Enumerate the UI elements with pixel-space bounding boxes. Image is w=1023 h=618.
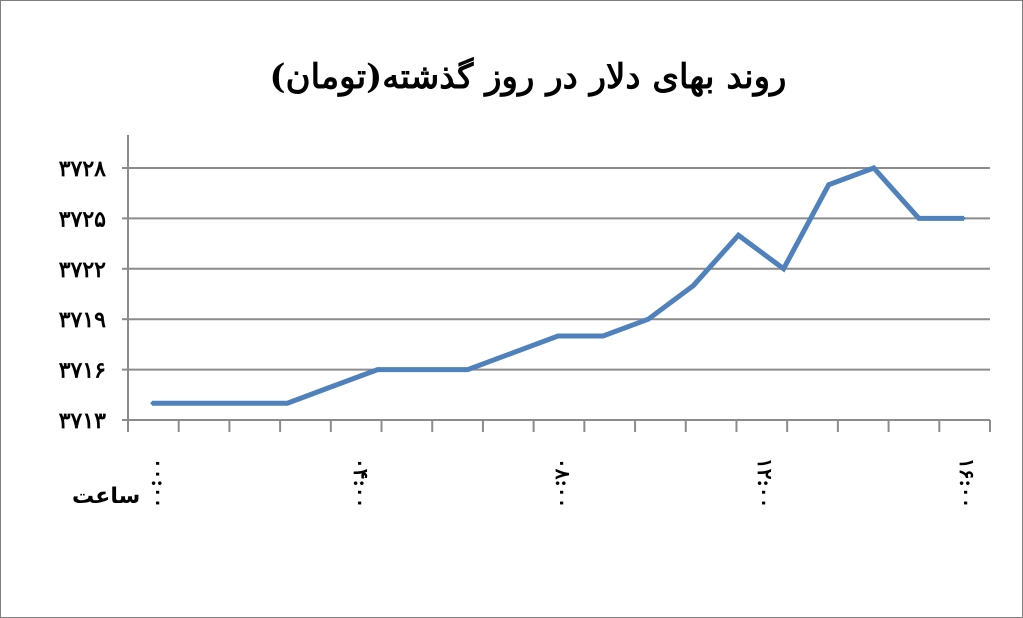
data-point — [601, 334, 605, 338]
data-point — [240, 401, 244, 405]
data-point — [917, 216, 921, 220]
y-tick-label: ۳۷۱۶ — [59, 358, 106, 384]
y-tick-label: ۳۷۲۸ — [59, 156, 106, 182]
data-point — [646, 317, 650, 321]
data-point — [782, 267, 786, 271]
y-tick-label: ۳۷۱۳ — [59, 408, 106, 434]
y-tick-labels: ۳۷۱۳ ۳۷۱۶ ۳۷۱۹ ۳۷۲۲ ۳۷۲۵ ۳۷۲۸ — [59, 156, 106, 434]
gridlines — [128, 167, 990, 371]
data-point — [195, 401, 199, 405]
data-point — [736, 233, 740, 237]
y-tick-label: ۳۷۲۲ — [59, 257, 106, 283]
y-tick-label: ۳۷۱۹ — [59, 307, 106, 333]
data-point — [691, 284, 695, 288]
data-point — [556, 334, 560, 338]
data-point — [827, 183, 831, 187]
data-point — [150, 401, 154, 405]
x-tick-label: ۰۸:۰۰ — [551, 458, 575, 508]
data-point — [330, 384, 334, 388]
x-tick-label: ۰۴:۰۰ — [349, 458, 373, 508]
data-point — [285, 401, 289, 405]
x-axis-label: ساعت — [72, 484, 140, 509]
x-tick-label: ۱۲:۰۰ — [753, 458, 777, 508]
x-tick-label: ۰۰:۰۰ — [147, 458, 171, 508]
chart-title: روند بهای دلار در روز گذشته(تومان) — [270, 56, 787, 97]
data-point — [376, 368, 380, 372]
x-tick-labels: ۰۰:۰۰ ۰۴:۰۰ ۰۸:۰۰ ۱۲:۰۰ ۱۶:۰۰ — [147, 458, 979, 508]
series-line — [152, 165, 964, 406]
data-point — [421, 368, 425, 372]
data-series — [150, 165, 966, 406]
data-point — [511, 351, 515, 355]
data-point — [466, 368, 470, 372]
data-point — [872, 166, 876, 170]
data-point — [962, 216, 966, 220]
y-tick-label: ۳۷۲۵ — [59, 206, 106, 232]
x-tick-label: ۱۶:۰۰ — [955, 458, 979, 508]
axes — [122, 135, 991, 432]
